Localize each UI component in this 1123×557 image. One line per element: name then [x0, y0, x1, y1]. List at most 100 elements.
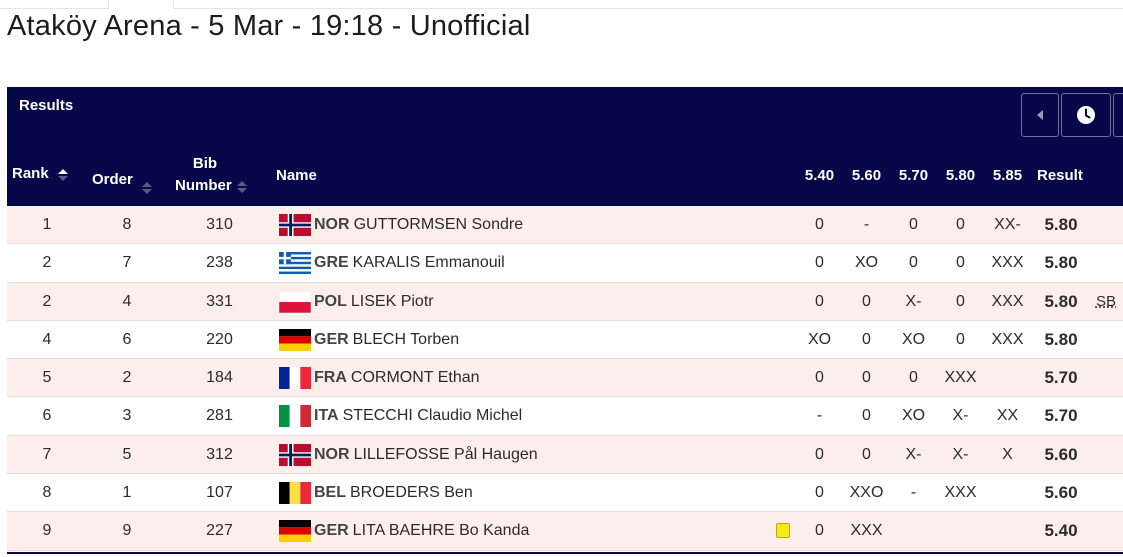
noc-code: GRE [314, 254, 349, 272]
flag-nor-icon [279, 214, 311, 236]
attempt-cell-1: 0 [815, 484, 824, 502]
history-button[interactable] [1061, 93, 1111, 137]
attempt-cell-1: 0 [815, 369, 824, 387]
order-cell: 5 [122, 445, 132, 463]
attempt-cell-5: XXX [991, 330, 1024, 348]
flag-ita-icon [279, 405, 311, 428]
attempt-cell-3: - [910, 484, 917, 502]
bib-cell: 310 [206, 216, 233, 233]
col-header-bib[interactable]: Bib Number [175, 153, 248, 197]
table-row[interactable]: 2 7 238 GRE KARALIS Emmanouil 0 XO 0 0 XXX 5.80 [7, 244, 1123, 283]
result-cell: 5.60 [1044, 444, 1078, 464]
rank-cell: 8 [42, 484, 52, 502]
caret-left-icon [1037, 110, 1043, 120]
bib-cell: 312 [206, 445, 233, 463]
col-header-height-3: 5.70 [898, 167, 929, 184]
attempt-cell-5 [984, 359, 1031, 397]
athlete-name: LISEK Piotr [350, 292, 434, 310]
attempt-cell-5: XXX [991, 254, 1024, 272]
attempt-cell-4: X- [952, 407, 969, 425]
athlete-name-cell[interactable]: NOR LILLEFOSSE Pål Haugen [314, 436, 538, 474]
athlete-name: BLECH Torben [352, 330, 460, 348]
results-label: Results [19, 97, 74, 114]
athlete-name-cell[interactable]: NOR GUTTORMSEN Sondre [314, 206, 523, 244]
record-badge: SB [1095, 292, 1116, 310]
noc-code: ITA [314, 407, 339, 425]
athlete-name-cell[interactable]: GRE KARALIS Emmanouil [314, 244, 505, 282]
flag-bel-icon [279, 482, 311, 505]
sort-asc-icon [57, 169, 68, 182]
attempt-cell-3: 0 [909, 254, 918, 272]
table-row[interactable]: 5 2 184 FRA CORMONT Ethan 0 0 0 XXX 5.70 [7, 359, 1123, 398]
col-header-bib-line1: Bib [192, 155, 218, 172]
page-title: Ataköy Arena - 5 Mar - 19:18 - Unofficia… [7, 10, 531, 42]
next-button[interactable] [1113, 93, 1123, 137]
rank-cell: 4 [42, 330, 52, 348]
sort-arrows-icon [142, 182, 153, 194]
bib-cell: 331 [206, 292, 233, 310]
col-header-height-4: 5.80 [945, 167, 976, 184]
rank-cell: 1 [42, 216, 52, 233]
attempt-cell-3: XO [901, 407, 926, 425]
attempt-cell-5 [984, 512, 1031, 550]
attempt-cell-1: 0 [815, 445, 824, 463]
table-row[interactable]: 7 5 312 NOR LILLEFOSSE Pål Haugen 0 0 X- X- X 5.60 [7, 435, 1123, 475]
noc-code: BEL [314, 484, 346, 502]
results-table-body: 1 8 310 NOR GUTTORMSEN Sondre 0-0 0 XX- 5.80 2 7 23… [7, 206, 1123, 551]
result-cell: 5.80 [1044, 253, 1078, 273]
table-bottom-border [7, 552, 1123, 554]
noc-code: NOR [314, 445, 350, 463]
attempt-cell-4: 0 [956, 216, 965, 233]
record-badge [1094, 397, 1118, 435]
record-badge [1094, 474, 1118, 512]
record-badge [1094, 206, 1118, 244]
result-cell: 5.80 [1044, 329, 1078, 349]
attempt-cell-4: XXX [944, 484, 977, 502]
attempt-cell-2: 0 [862, 369, 871, 387]
previous-button[interactable] [1021, 93, 1059, 137]
table-row[interactable]: 8 1 107 BEL BROEDERS Ben 0 XXO - XXX 5.60 [7, 474, 1123, 513]
table-row[interactable]: 4 6 220 GER BLECH Torben XO 0 XO 0 XXX 5.80 [7, 320, 1123, 360]
athlete-name-cell[interactable]: BEL BROEDERS Ben [314, 474, 473, 512]
attempt-cell-1: 0 [815, 292, 824, 310]
attempt-cell-1: 0 [815, 216, 824, 233]
attempt-cell-5: XX- [994, 216, 1021, 233]
athlete-name-cell[interactable]: FRA CORMONT Ethan [314, 359, 480, 397]
order-cell: 4 [122, 292, 132, 310]
col-header-order[interactable]: Order [92, 165, 153, 195]
bib-cell: 227 [206, 522, 233, 540]
flag-ger-icon [279, 328, 311, 351]
attempt-cell-2: 0 [862, 292, 871, 310]
flag-gre-icon [279, 252, 311, 275]
attempt-cell-4 [937, 512, 984, 550]
attempt-cell-5: X [1002, 445, 1013, 463]
col-header-rank[interactable]: Rank [12, 165, 69, 182]
attempt-cell-3: X- [905, 445, 922, 463]
rank-cell: 9 [42, 522, 52, 540]
attempt-cell-1: - [816, 407, 823, 425]
attempt-cell-3: 0 [909, 369, 918, 387]
attempt-cell-2: 0 [862, 445, 871, 463]
athlete-name-cell[interactable]: GER BLECH Torben [314, 321, 459, 359]
rank-cell: 2 [42, 292, 52, 310]
col-header-height-5: 5.85 [992, 167, 1023, 184]
record-badge [1094, 436, 1118, 474]
record-badge [1094, 321, 1118, 359]
bib-cell: 107 [206, 484, 233, 502]
athlete-name-cell[interactable]: POL LISEK Piotr [314, 283, 434, 321]
record-badge [1094, 512, 1118, 550]
flag-pol-icon [278, 290, 312, 313]
table-row[interactable]: 2 4 331 POL LISEK Piotr 0 0 X- 0 XXX 5.80 SB [7, 282, 1123, 321]
noc-code: GER [314, 522, 349, 540]
table-row[interactable]: 9 9 227 GER LITA BAEHRE Bo Kanda 0 XXX 5.40 [7, 512, 1123, 551]
attempt-cell-5: XXX [991, 292, 1024, 310]
athlete-name-cell[interactable]: GER LITA BAEHRE Bo Kanda [314, 512, 529, 550]
attempt-cell-2: - [863, 216, 870, 233]
table-row[interactable]: 1 8 310 NOR GUTTORMSEN Sondre 0 - 0 0 XX- 5.80 [7, 206, 1123, 245]
athlete-name-cell[interactable]: ITA STECCHI Claudio Michel [314, 397, 522, 435]
col-header-height-2: 5.60 [851, 167, 882, 184]
athlete-name: LILLEFOSSE Pål Haugen [353, 445, 538, 463]
table-row[interactable]: 6 3 281 ITA STECCHI Claudio Michel - 0 XO X- XX 5.… [7, 397, 1123, 436]
athlete-name: KARALIS Emmanouil [352, 254, 505, 272]
top-tab[interactable] [108, 0, 174, 9]
